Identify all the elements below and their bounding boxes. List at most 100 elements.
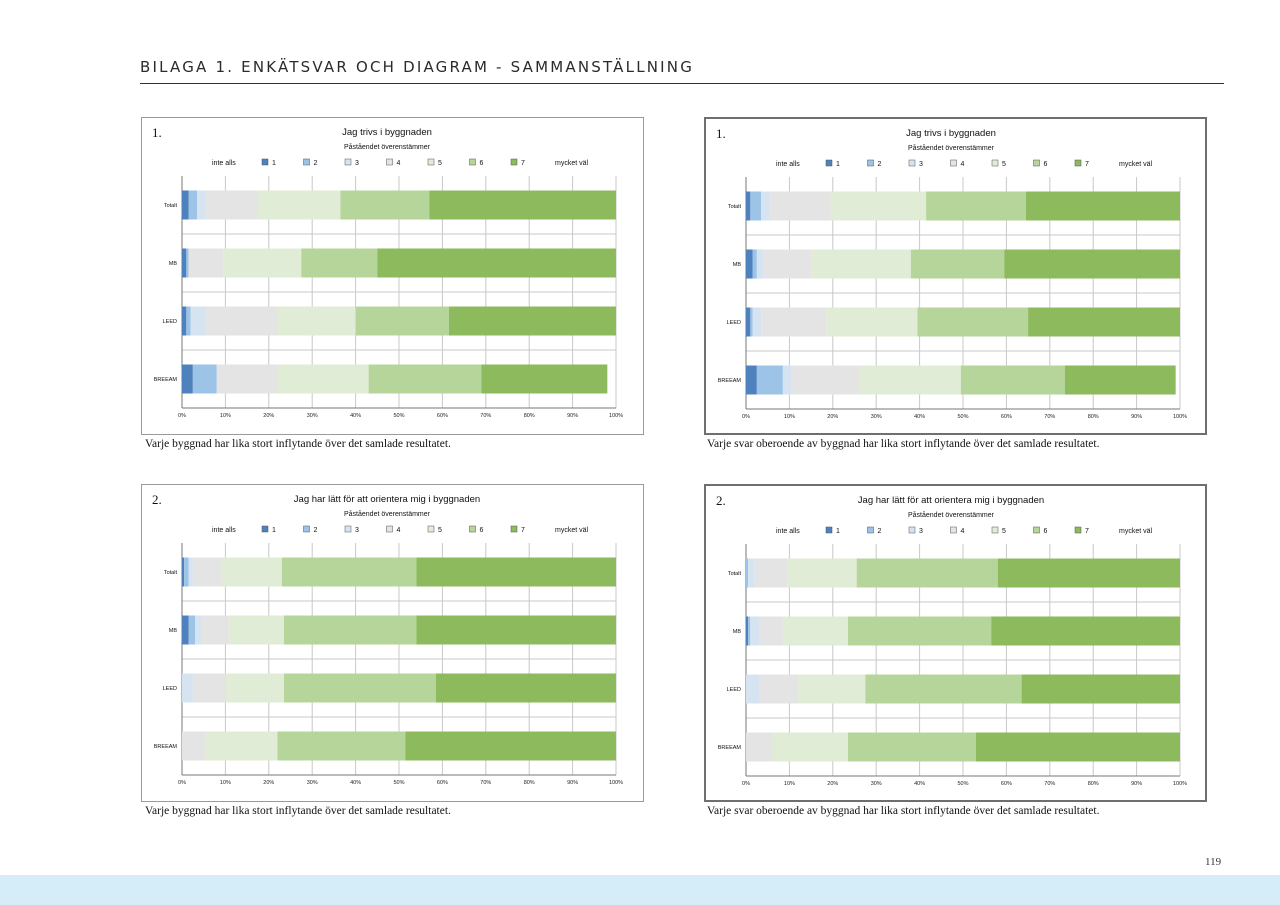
bar-segment-6 bbox=[847, 732, 977, 762]
legend-swatch-5 bbox=[427, 525, 435, 533]
legend-swatch-2 bbox=[303, 525, 310, 533]
bar-segment-2 bbox=[750, 191, 762, 221]
legend-label-3: 3 bbox=[355, 527, 359, 534]
legend-label-6: 6 bbox=[480, 160, 484, 167]
bar-segment-4 bbox=[761, 307, 827, 337]
x-tick-label: 100% bbox=[1173, 414, 1187, 420]
legend-label-1: 1 bbox=[272, 160, 276, 167]
bar-segment-6 bbox=[910, 249, 1005, 279]
bar-segment-5 bbox=[811, 249, 911, 279]
heading-divider bbox=[140, 83, 1224, 84]
x-tick-label: 10% bbox=[220, 780, 231, 786]
x-tick-label: 80% bbox=[1088, 781, 1099, 787]
legend-label-4: 4 bbox=[961, 528, 965, 535]
bar-segment-3 bbox=[190, 306, 206, 336]
bar-segment-6 bbox=[865, 674, 1022, 704]
bar-segment-5 bbox=[221, 557, 282, 587]
chart-1-right-caption: Varje svar oberoende av byggnad har lika… bbox=[707, 438, 1100, 450]
x-tick-label: 100% bbox=[1173, 781, 1187, 787]
legend-label-high: mycket väl bbox=[555, 160, 589, 167]
bar-segment-7 bbox=[991, 616, 1180, 646]
legend-label-3: 3 bbox=[919, 161, 923, 168]
bar-segment-5 bbox=[229, 615, 284, 645]
bar-segment-1 bbox=[182, 306, 187, 336]
x-tick-label: 10% bbox=[784, 414, 795, 420]
legend-label-low: inte alls bbox=[212, 527, 236, 534]
legend-label-high: mycket väl bbox=[1119, 528, 1153, 535]
legend-swatch-6 bbox=[1033, 526, 1040, 534]
bar-segment-2 bbox=[186, 248, 189, 278]
legend-label-low: inte alls bbox=[212, 160, 236, 167]
bar-segment-7 bbox=[429, 190, 616, 220]
chart-svg: 1. Jag trivs i byggnaden Påståendet överen… bbox=[716, 126, 1187, 420]
bar-segment-4 bbox=[769, 191, 831, 221]
legend-swatch-1 bbox=[261, 158, 269, 166]
x-tick-label: 60% bbox=[1001, 414, 1012, 420]
bar-segment-4 bbox=[791, 365, 859, 395]
chart-1-right: 1. Jag trivs i byggnaden Påståendet överen… bbox=[704, 117, 1207, 435]
x-tick-label: 30% bbox=[871, 414, 882, 420]
x-tick-label: 20% bbox=[827, 781, 838, 787]
legend-swatch-7 bbox=[1074, 526, 1082, 534]
x-tick-label: 20% bbox=[263, 780, 274, 786]
x-tick-label: 30% bbox=[307, 780, 318, 786]
bar-segment-7 bbox=[1004, 249, 1180, 279]
bar-segment-6 bbox=[917, 307, 1029, 337]
x-tick-label: 0% bbox=[178, 780, 186, 786]
legend-swatch-2 bbox=[867, 526, 874, 534]
bar-segment-3 bbox=[748, 558, 755, 588]
chart-svg: 2. Jag har lätt för att orientera mig i b… bbox=[716, 493, 1187, 787]
bar-segment-1 bbox=[182, 190, 189, 220]
bar-segment-4 bbox=[205, 190, 258, 220]
bar-segment-1 bbox=[182, 248, 187, 278]
legend-label-7: 7 bbox=[521, 527, 525, 534]
x-tick-label: 70% bbox=[480, 780, 491, 786]
category-label: Totalt bbox=[728, 571, 742, 577]
x-tick-label: 40% bbox=[350, 413, 361, 419]
legend-label-2: 2 bbox=[878, 161, 882, 168]
bar-segment-7 bbox=[976, 732, 1180, 762]
legend-swatch-5 bbox=[991, 159, 999, 167]
x-tick-label: 50% bbox=[957, 781, 968, 787]
legend-label-5: 5 bbox=[1002, 161, 1006, 168]
bar-segment-7 bbox=[416, 557, 616, 587]
bar-segment-3 bbox=[752, 307, 762, 337]
category-label: MB bbox=[733, 262, 742, 268]
legend-swatch-7 bbox=[510, 158, 518, 166]
bar-segment-6 bbox=[283, 615, 417, 645]
legend-label-2: 2 bbox=[314, 527, 318, 534]
legend-label-7: 7 bbox=[521, 160, 525, 167]
x-tick-label: 50% bbox=[393, 780, 404, 786]
legend-label-7: 7 bbox=[1085, 161, 1089, 168]
bar-segment-6 bbox=[368, 364, 482, 394]
x-tick-label: 40% bbox=[350, 780, 361, 786]
bar-segment-3 bbox=[761, 191, 770, 221]
page-heading: BILAGA 1. ENKÄTSVAR OCH DIAGRAM - SAMMAN… bbox=[140, 58, 695, 76]
bar-segment-5 bbox=[225, 673, 284, 703]
page-number: 119 bbox=[1205, 856, 1222, 868]
category-label: Totalt bbox=[728, 204, 742, 210]
bar-segment-1 bbox=[182, 615, 189, 645]
x-tick-label: 80% bbox=[1088, 414, 1099, 420]
legend-swatch-3 bbox=[344, 158, 352, 166]
legend-swatch-7 bbox=[1074, 159, 1082, 167]
chart-svg: 2. Jag har lätt för att orientera mig i b… bbox=[152, 492, 623, 786]
legend-label-4: 4 bbox=[397, 527, 401, 534]
category-label: BREEAM bbox=[154, 744, 178, 750]
bar-segment-5 bbox=[798, 674, 866, 704]
legend-swatch-4 bbox=[950, 526, 957, 534]
legend-label-3: 3 bbox=[919, 528, 923, 535]
bar-segment-5 bbox=[830, 191, 927, 221]
x-tick-label: 80% bbox=[524, 413, 535, 419]
x-tick-label: 90% bbox=[567, 413, 578, 419]
legend-label-low: inte alls bbox=[776, 161, 800, 168]
bar-segment-2 bbox=[188, 190, 198, 220]
x-tick-label: 90% bbox=[1131, 781, 1142, 787]
category-label: MB bbox=[169, 261, 178, 267]
legend-swatch-6 bbox=[1033, 159, 1040, 167]
bar-segment-5 bbox=[772, 732, 848, 762]
bar-segment-1 bbox=[746, 249, 753, 279]
legend-label-6: 6 bbox=[480, 527, 484, 534]
bar-segment-4 bbox=[763, 249, 812, 279]
footer-band bbox=[0, 875, 1280, 905]
